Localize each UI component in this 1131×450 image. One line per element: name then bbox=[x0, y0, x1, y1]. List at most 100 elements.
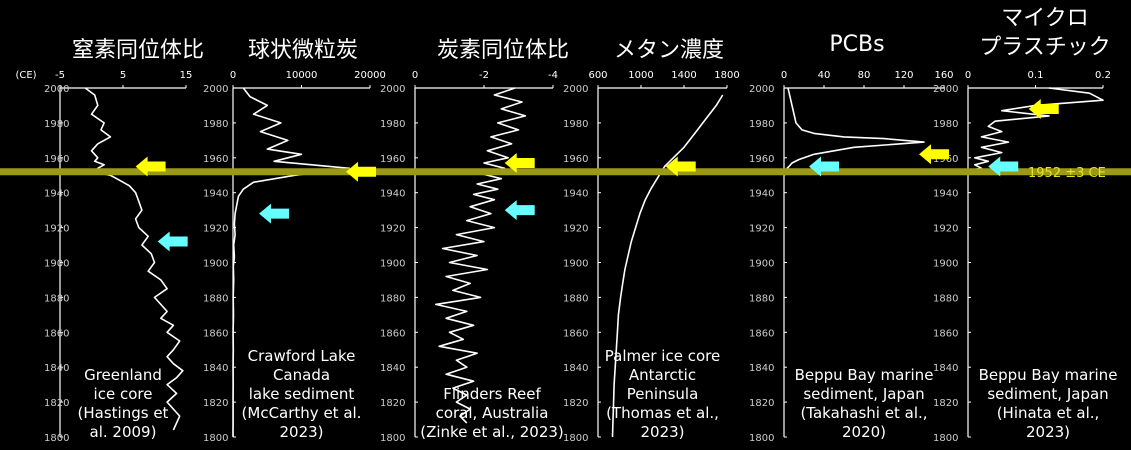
y-tick-label: 1800 bbox=[380, 433, 405, 444]
yellow-arrow-icon bbox=[135, 156, 166, 177]
y-tick-label: 1900 bbox=[749, 259, 774, 270]
y-tick-label: 1920 bbox=[380, 224, 405, 235]
annotation-label: (Takahashi et al., bbox=[800, 404, 927, 422]
y-tick-label: 1940 bbox=[563, 189, 588, 200]
series-line bbox=[611, 94, 724, 438]
y-tick-label: 1980 bbox=[380, 119, 405, 130]
chart-title-4: メタン濃度 bbox=[613, 38, 724, 63]
y-tick-label: 1940 bbox=[380, 189, 405, 200]
y-tick-label: 1880 bbox=[749, 293, 774, 304]
yellow-arrow-icon bbox=[665, 156, 696, 177]
annotation-label: al. 2009) bbox=[90, 423, 157, 441]
cyan-arrow-icon bbox=[504, 200, 535, 221]
y-tick-label: 1840 bbox=[380, 363, 405, 374]
x-tick-label: 0 bbox=[230, 70, 236, 81]
y-tick-label: 1980 bbox=[749, 119, 774, 130]
x-tick-label: 5 bbox=[120, 70, 126, 81]
x-tick-label: 0 bbox=[781, 70, 787, 81]
y-tick-label: 1820 bbox=[933, 398, 958, 409]
y-tick-label: 1880 bbox=[380, 293, 405, 304]
y-tick-label: 2000 bbox=[563, 84, 588, 95]
y-tick-label: 1940 bbox=[203, 189, 228, 200]
x-tick-label: -2 bbox=[479, 70, 489, 81]
cyan-arrow-icon bbox=[988, 156, 1019, 177]
y-tick-label: 1940 bbox=[749, 189, 774, 200]
annotation-label: (Hastings et bbox=[78, 404, 169, 422]
y-tick-label: 1860 bbox=[933, 328, 958, 339]
panel-5: 0 40 80 120 160 2000 1980 1960 1940 1920 1900 1880 1… bbox=[749, 70, 954, 444]
series-line bbox=[967, 87, 1104, 175]
series-line bbox=[232, 87, 351, 438]
x-tick-label: 0 bbox=[965, 70, 971, 81]
y-tick-label: 1980 bbox=[563, 119, 588, 130]
y-tick-label: 1820 bbox=[380, 398, 405, 409]
annotation-label: Greenland bbox=[84, 366, 162, 384]
x-tick-label: 1000 bbox=[628, 70, 653, 81]
y-tick-label: 1940 bbox=[44, 189, 69, 200]
annotation-label: (Thomas et al., bbox=[606, 404, 719, 422]
y-tick-label: 1820 bbox=[203, 398, 228, 409]
annotation-label: ice core bbox=[94, 385, 153, 403]
x-tick-label: -4 bbox=[548, 70, 558, 81]
y-tick-label: 1860 bbox=[563, 328, 588, 339]
cyan-arrow-icon bbox=[259, 203, 290, 224]
y-tick-label: 1920 bbox=[933, 224, 958, 235]
annotation-label: (Zinke et al., 2023) bbox=[420, 423, 564, 441]
annotation-label: 2023) bbox=[1026, 423, 1070, 441]
annotation-label: Flinders Reef bbox=[443, 385, 541, 403]
y-tick-label: 1920 bbox=[44, 224, 69, 235]
y-tick-label: 1880 bbox=[563, 293, 588, 304]
x-tick-label: -5 bbox=[55, 70, 65, 81]
y-tick-label: 1960 bbox=[749, 154, 774, 165]
series-line bbox=[84, 87, 184, 431]
x-tick-label: 40 bbox=[818, 70, 831, 81]
y-tick-label: 2000 bbox=[749, 84, 774, 95]
annotation-label: Peninsula bbox=[627, 385, 699, 403]
y-tick-label: 1980 bbox=[933, 119, 958, 130]
chart-title-6-line: マイクロ bbox=[1001, 6, 1089, 31]
y-tick-label: 1900 bbox=[933, 259, 958, 270]
panel-4: 600 1000 1400 1800 2000 1980 1960 1940 1920 1900 1… bbox=[563, 70, 740, 444]
annotation-label: Palmer ice core bbox=[605, 347, 720, 365]
annotation-label: coral, Australia bbox=[436, 404, 549, 422]
cyan-arrow-icon bbox=[809, 156, 839, 177]
y-tick-label: 1840 bbox=[749, 363, 774, 374]
y-tick-label: 1940 bbox=[933, 189, 958, 200]
x-tick-label: 160 bbox=[934, 70, 953, 81]
x-tick-label: 20000 bbox=[354, 70, 386, 81]
y-axis-unit-label: (CE) bbox=[15, 70, 36, 81]
panel-3: 0 -2 -4 2000 1980 1960 1940 1920 1900 1880 1860 184… bbox=[380, 70, 564, 444]
yellow-arrow-icon bbox=[504, 153, 535, 174]
annotation-label: 2023) bbox=[640, 423, 684, 441]
y-tick-label: 2000 bbox=[44, 84, 69, 95]
y-tick-label: 1900 bbox=[380, 259, 405, 270]
x-tick-label: 1400 bbox=[671, 70, 696, 81]
x-tick-label: 10000 bbox=[286, 70, 318, 81]
yellow-arrow-icon bbox=[1028, 98, 1059, 119]
annotation-label: 2023) bbox=[279, 423, 323, 441]
y-tick-label: 1920 bbox=[563, 224, 588, 235]
y-tick-label: 1900 bbox=[563, 259, 588, 270]
y-tick-label: 1840 bbox=[44, 363, 69, 374]
series-line bbox=[784, 87, 925, 176]
y-tick-label: 1880 bbox=[44, 293, 69, 304]
x-tick-label: 80 bbox=[858, 70, 871, 81]
y-tick-label: 1920 bbox=[749, 224, 774, 235]
chart-title-2: 球状微粒炭 bbox=[247, 38, 358, 63]
y-tick-label: 1800 bbox=[563, 433, 588, 444]
yellow-arrow-icon bbox=[346, 161, 377, 182]
x-tick-label: 0 bbox=[412, 70, 418, 81]
y-tick-label: 2000 bbox=[933, 84, 958, 95]
y-tick-label: 1960 bbox=[203, 154, 228, 165]
y-tick-label: 1820 bbox=[749, 398, 774, 409]
y-tick-label: 1920 bbox=[203, 224, 228, 235]
y-tick-label: 1800 bbox=[933, 433, 958, 444]
y-tick-label: 1840 bbox=[933, 363, 958, 374]
marker-label: 1952 ±3 CE bbox=[1028, 166, 1106, 181]
y-tick-label: 1800 bbox=[44, 433, 69, 444]
annotation-label: lake sediment bbox=[249, 385, 355, 403]
chart-title-1: 窒素同位体比 bbox=[71, 38, 204, 63]
x-tick-label: 120 bbox=[894, 70, 913, 81]
x-tick-label: 15 bbox=[180, 70, 193, 81]
y-tick-label: 1900 bbox=[203, 259, 228, 270]
